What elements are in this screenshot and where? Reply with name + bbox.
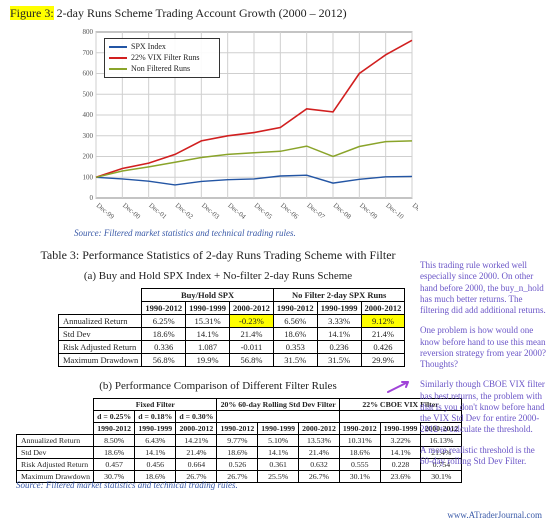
svg-text:100: 100 <box>83 173 94 181</box>
svg-text:700: 700 <box>83 49 94 57</box>
svg-text:Dec-04: Dec-04 <box>226 201 247 221</box>
table-a: Buy/Hold SPXNo Filter 2-day SPX Runs1990… <box>58 288 405 367</box>
handwritten-notes: This trading rule worked well especially… <box>420 260 546 476</box>
svg-text:500: 500 <box>83 90 94 98</box>
site-footer: www.ATraderJournal.com <box>447 510 542 520</box>
svg-text:Dec-08: Dec-08 <box>332 201 353 221</box>
table-source: Source: Filtered market statistics and t… <box>16 480 238 490</box>
svg-text:Dec-09: Dec-09 <box>358 201 379 221</box>
figure-label: Figure 3: <box>10 6 54 20</box>
table3-title: Table 3: Performance Statistics of 2-day… <box>26 248 410 263</box>
table3-subtitle-a: (a) Buy and Hold SPX Index + No-filter 2… <box>26 270 410 282</box>
svg-text:Dec-99: Dec-99 <box>95 201 116 221</box>
svg-text:300: 300 <box>83 132 94 140</box>
svg-text:200: 200 <box>83 153 94 161</box>
figure-caption: Figure 3: 2-day Runs Scheme Trading Acco… <box>10 6 347 21</box>
svg-text:600: 600 <box>83 70 94 78</box>
svg-text:Dec-01: Dec-01 <box>147 201 168 221</box>
svg-text:Dec-06: Dec-06 <box>279 201 300 221</box>
table3-subtitle-b: (b) Performance Comparison of Different … <box>26 380 410 392</box>
svg-text:Dec-10: Dec-10 <box>384 201 405 221</box>
table-b: Fixed Filter20% 60-day Rolling Std Dev F… <box>16 398 462 483</box>
chart-source: Source: Filtered market statistics and t… <box>74 228 296 238</box>
svg-text:Dec-05: Dec-05 <box>253 201 274 221</box>
svg-text:Dec-11: Dec-11 <box>411 201 418 221</box>
svg-text:Dec-02: Dec-02 <box>174 201 195 221</box>
svg-text:Dec-07: Dec-07 <box>305 201 326 221</box>
svg-text:800: 800 <box>83 28 94 36</box>
chart-legend: SPX Index22% VIX Filter RunsNon Filtered… <box>104 38 220 78</box>
svg-text:0: 0 <box>90 194 94 202</box>
figure-title-text: 2-day Runs Scheme Trading Account Growth… <box>57 6 347 20</box>
svg-text:Dec-03: Dec-03 <box>200 201 221 221</box>
svg-text:400: 400 <box>83 111 94 119</box>
svg-text:Dec-00: Dec-00 <box>121 201 142 221</box>
arrow-icon <box>386 378 412 394</box>
